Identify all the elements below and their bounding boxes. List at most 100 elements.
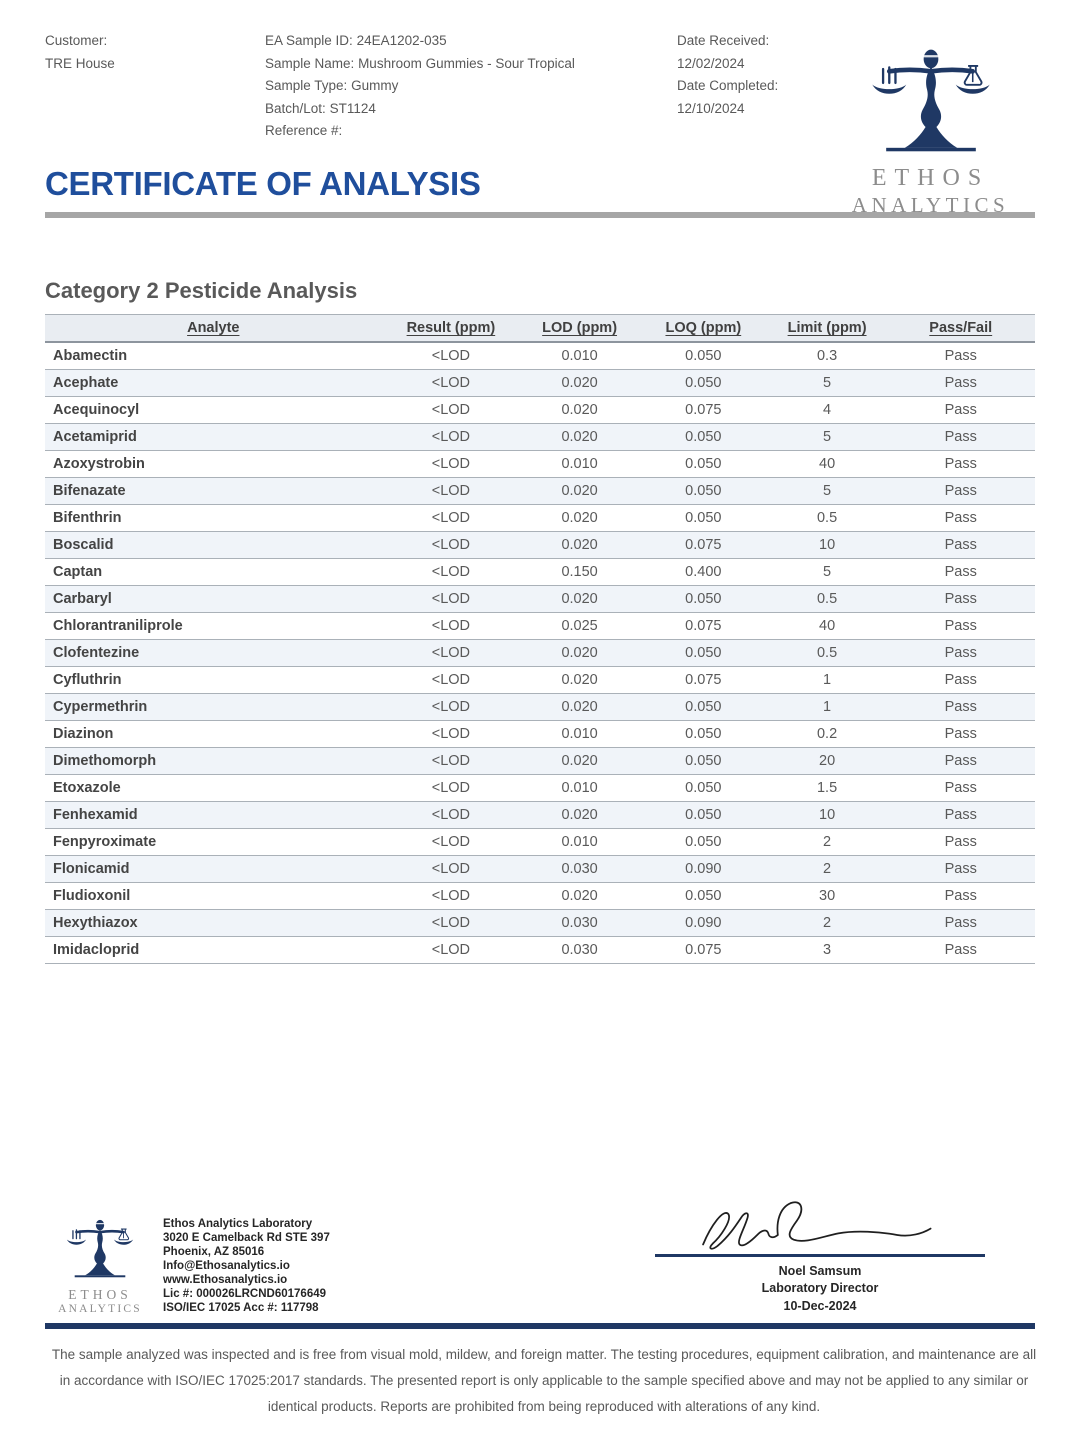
cell-value: 0.075 (638, 666, 768, 694)
cell-value: 0.030 (520, 855, 639, 883)
table-row: Etoxazole <LOD 0.010 0.050 1.5 Pass (45, 774, 1035, 802)
cell-value: <LOD (381, 558, 521, 586)
ethos-analytics-logo: ETHOS ANALYTICS (823, 48, 1038, 218)
signature-date: 10-Dec-2024 (783, 1298, 857, 1313)
cell-value: 10 (767, 531, 887, 559)
cell-value: 40 (767, 450, 887, 478)
cell-value: 0.050 (638, 882, 768, 910)
date-received-value: 12/02/2024 (677, 55, 745, 71)
logo-text-ethos: ETHOS (871, 165, 990, 191)
sample-type-value: Gummy (351, 78, 399, 94)
lab-info-line: ISO/IEC 17025 Acc #: 117798 (163, 1301, 319, 1314)
table-row: Diazinon <LOD 0.010 0.050 0.2 Pass (45, 720, 1035, 748)
cell-value: 30 (767, 882, 887, 910)
cell-value: 0.010 (520, 828, 639, 856)
cell-value: 3 (767, 936, 887, 964)
cell-value: 0.050 (638, 720, 768, 748)
reference-label: Reference #: (265, 123, 343, 139)
table-row: Boscalid <LOD 0.020 0.075 10 Pass (45, 531, 1035, 559)
cell-value: 5 (767, 369, 887, 397)
cell-value: 0.030 (520, 909, 639, 937)
cell-value: 0.020 (520, 882, 639, 910)
table-row: Acequinocyl <LOD 0.020 0.075 4 Pass (45, 396, 1035, 424)
cell-value: <LOD (381, 585, 521, 613)
cell-value: 5 (767, 558, 887, 586)
col-header-limit: Limit (ppm) (767, 314, 887, 344)
lab-info-line: Lic #: 000026LRCND60176649 (163, 1287, 327, 1300)
table-row: Fenpyroximate <LOD 0.010 0.050 2 Pass (45, 828, 1035, 856)
cell-value: Pass (886, 504, 1035, 532)
table-row: Cyfluthrin <LOD 0.020 0.075 1 Pass (45, 666, 1035, 694)
cell-value: 10 (767, 801, 887, 829)
cell-value: 0.150 (520, 558, 639, 586)
analyte-name: Hexythiazox (45, 909, 382, 937)
cell-value: Pass (886, 774, 1035, 802)
cell-value: 0.050 (638, 693, 768, 721)
batch-lot-line: Batch/Lot: ST1124 (265, 98, 677, 121)
table-row: Acetamiprid <LOD 0.020 0.050 5 Pass (45, 423, 1035, 451)
table-row: Chlorantraniliprole <LOD 0.025 0.075 40 Pass (45, 612, 1035, 640)
cell-value: 2 (767, 855, 887, 883)
cell-value: 0.010 (520, 450, 639, 478)
analyte-name: Dimethomorph (45, 747, 382, 775)
cell-value: 0.050 (638, 774, 768, 802)
analyte-name: Bifenazate (45, 477, 382, 505)
analyte-name: Imidacloprid (45, 936, 382, 964)
cell-value: <LOD (381, 882, 521, 910)
table-row: Azoxystrobin <LOD 0.010 0.050 40 Pass (45, 450, 1035, 478)
sample-name-label: Sample Name: (265, 55, 355, 71)
analyte-name: Fenpyroximate (45, 828, 382, 856)
logo-text-analytics: ANALYTICS (851, 193, 1010, 217)
cell-value: 0.020 (520, 531, 639, 559)
table-row: Clofentezine <LOD 0.020 0.050 0.5 Pass (45, 639, 1035, 667)
cell-value: <LOD (381, 450, 521, 478)
customer-block: Customer: TRE House (45, 30, 265, 143)
cell-value: 0.020 (520, 747, 639, 775)
cell-value: <LOD (381, 396, 521, 424)
cell-value: Pass (886, 639, 1035, 667)
cell-value: 0.010 (520, 774, 639, 802)
date-received-label: Date Received: (677, 33, 770, 48)
cell-value: 0.400 (638, 558, 768, 586)
scales-of-justice-icon (52, 1219, 148, 1281)
table-row: Abamectin <LOD 0.010 0.050 0.3 Pass (45, 342, 1035, 370)
reference-line: Reference #: (265, 120, 677, 143)
cell-value: Pass (886, 936, 1035, 964)
cell-value: 0.090 (638, 855, 768, 883)
lab-info-line: Ethos Analytics Laboratory (163, 1218, 313, 1231)
cell-value: <LOD (381, 504, 521, 532)
analyte-name: Fenhexamid (45, 801, 382, 829)
customer-label: Customer: (45, 33, 108, 48)
cell-value: <LOD (381, 423, 521, 451)
cell-value: <LOD (381, 828, 521, 856)
cell-value: Pass (886, 477, 1035, 505)
cell-value: <LOD (381, 639, 521, 667)
lab-info: Ethos Analytics Laboratory 3020 E Camelba… (163, 1218, 330, 1315)
cell-value: 1.5 (767, 774, 887, 802)
cell-value: 0.010 (520, 342, 639, 370)
lab-info-line: Info@Ethosanalytics.io (163, 1259, 290, 1272)
lab-info-line: 3020 E Camelback Rd STE 397 (163, 1232, 330, 1245)
cell-value: <LOD (381, 909, 521, 937)
cell-value: 0.050 (638, 504, 768, 532)
analyte-name: Captan (45, 558, 382, 586)
batch-lot-value: ST1124 (329, 100, 376, 116)
lab-info-line: www.Ethosanalytics.io (163, 1273, 288, 1286)
lab-info-line: Phoenix, AZ 85016 (163, 1245, 265, 1258)
cell-value: 40 (767, 612, 887, 640)
cell-value: 0.050 (638, 585, 768, 613)
cell-value: 5 (767, 423, 887, 451)
cell-value: Pass (886, 423, 1035, 451)
analyte-name: Cypermethrin (45, 693, 382, 721)
batch-lot-label: Batch/Lot: (265, 100, 326, 116)
cell-value: 0.3 (767, 342, 887, 370)
analyte-name: Boscalid (45, 531, 382, 559)
cell-value: 0.050 (638, 369, 768, 397)
cell-value: 5 (767, 477, 887, 505)
cell-value: <LOD (381, 477, 521, 505)
analyte-name: Etoxazole (45, 774, 382, 802)
cell-value: 4 (767, 396, 887, 424)
sample-id-value: 24EA1202-035 (356, 33, 447, 48)
cell-value: Pass (886, 693, 1035, 721)
analyte-name: Cyfluthrin (45, 666, 382, 694)
